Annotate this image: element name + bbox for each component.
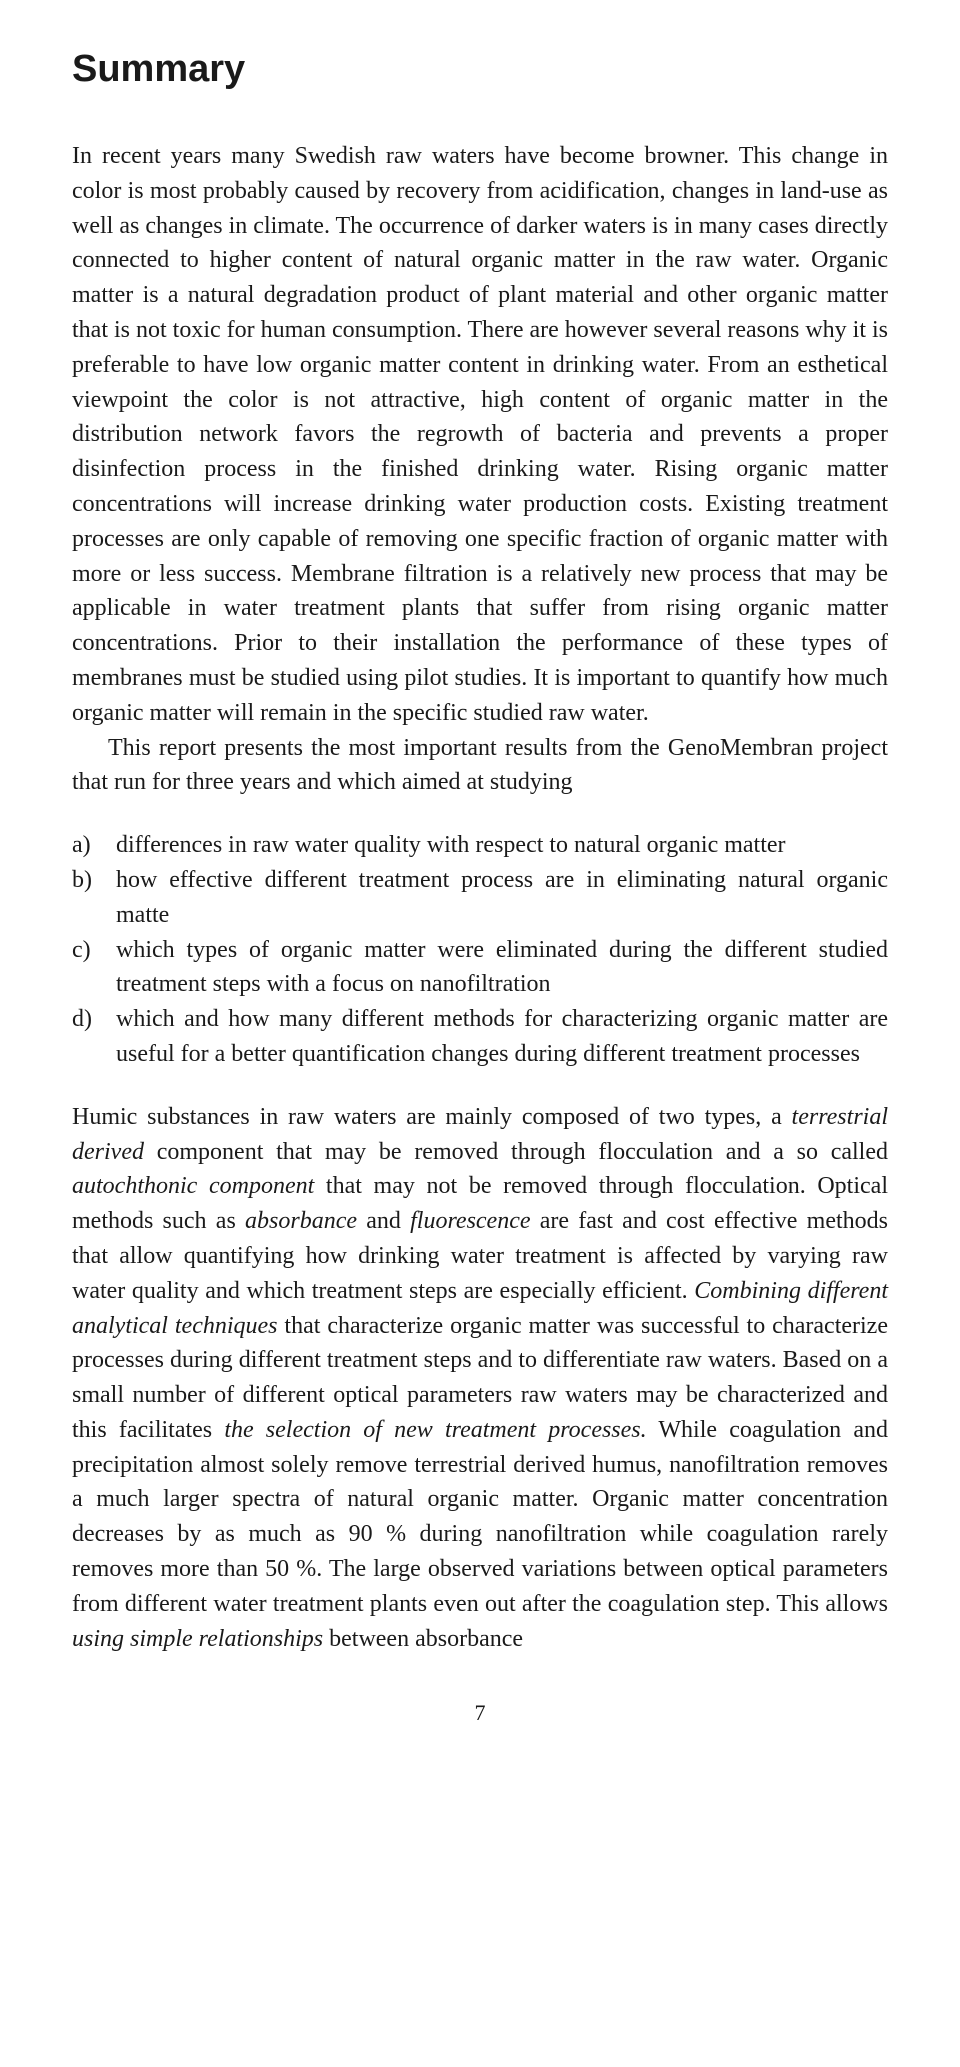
p2-t1: Humic substances in raw waters are mainl… [72,1104,792,1130]
page-container: Summary In recent years many Swedish raw… [0,0,960,1766]
p2-t4: and [357,1208,410,1234]
p2-i7: using simple relationships [72,1626,323,1652]
list-label-b: b) [72,863,116,933]
list-label-c: c) [72,933,116,1003]
list-item-a: a) differences in raw water quality with… [72,828,888,863]
p2-t8: between absorbance [323,1626,523,1652]
lettered-list: a) differences in raw water quality with… [72,828,888,1072]
list-label-a: a) [72,828,116,863]
list-text-b: how effective different treatment proces… [116,863,888,933]
para1-text-b: This report presents the most important … [72,735,888,796]
p2-i4: fluorescence [410,1208,530,1234]
p2-t2: component that may be removed through fl… [144,1139,888,1165]
list-item-d: d) which and how many different methods … [72,1002,888,1072]
list-item-c: c) which types of organic matter were el… [72,933,888,1003]
p2-i3: absorbance [245,1208,357,1234]
paragraph-2: Humic substances in raw waters are mainl… [72,1100,888,1657]
p2-i2: autochthonic component [72,1173,314,1199]
list-text-a: differences in raw water quality with re… [116,828,888,863]
list-label-d: d) [72,1002,116,1072]
heading-summary: Summary [72,48,888,91]
para1-text-a: In recent years many Swedish raw waters … [72,143,888,726]
p2-i6: the selection of new treatment processes… [224,1417,646,1443]
page-number: 7 [72,1700,888,1726]
list-item-b: b) how effective different treatment pro… [72,863,888,933]
list-text-c: which types of organic matter were elimi… [116,933,888,1003]
p2-t7: While coagulation and precipitation almo… [72,1417,888,1617]
paragraph-1: In recent years many Swedish raw waters … [72,139,888,800]
list-text-d: which and how many different methods for… [116,1002,888,1072]
